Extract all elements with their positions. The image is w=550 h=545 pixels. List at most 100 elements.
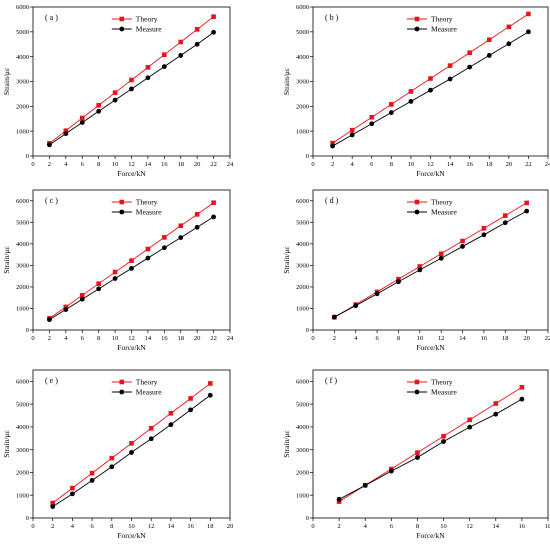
x-tick-label: 6 [81, 161, 85, 168]
y-tick-label: 3000 [16, 79, 29, 86]
theory-point [96, 103, 101, 108]
legend-marker [414, 379, 420, 385]
x-tick-label: 4 [354, 335, 358, 342]
measure-point [331, 314, 337, 320]
legend-marker [119, 16, 125, 22]
measure-point [79, 120, 85, 125]
x-tick-label: 2 [48, 335, 51, 342]
panel-label: ( b ) [325, 13, 339, 22]
theory-point [194, 212, 200, 217]
measure-point [109, 464, 115, 470]
theory-point [178, 39, 184, 45]
y-tick-label: 3000 [296, 447, 309, 454]
x-axis-label: Force/kN [416, 343, 445, 352]
y-tick-label: 3000 [296, 263, 309, 270]
y-tick-label: 3000 [16, 447, 29, 454]
legend-marker [119, 379, 125, 385]
plot-frame [312, 189, 549, 331]
measure-point [96, 286, 102, 292]
measure-point [211, 29, 216, 35]
theory-point [129, 258, 134, 263]
x-tick-label: 8 [97, 335, 100, 342]
measure-point [362, 483, 368, 488]
legend-label: Measure [136, 25, 162, 34]
x-tick-label: 24 [227, 161, 234, 168]
measure-point [467, 424, 473, 430]
measure-point [460, 244, 465, 249]
x-tick-label: 18 [545, 523, 550, 530]
theory-point [447, 63, 453, 68]
x-axis-label: Force/kN [416, 531, 445, 540]
y-tick-label: 4000 [296, 241, 309, 248]
x-tick-label: 24 [227, 335, 234, 342]
x-tick-label: 22 [210, 335, 217, 342]
measure-point [79, 296, 85, 302]
theory-point [148, 425, 154, 431]
legend-marker [119, 389, 125, 395]
theory-point [349, 127, 355, 133]
x-tick-label: 18 [486, 161, 493, 168]
theory-point [519, 385, 525, 390]
x-tick-label: 0 [311, 335, 314, 342]
theory-point [79, 293, 85, 298]
theory-point [178, 223, 184, 229]
theory-point [415, 450, 420, 455]
theory-point [417, 264, 423, 269]
y-tick-label: 0 [306, 515, 309, 522]
x-tick-label: 20 [506, 161, 513, 168]
legend-marker [414, 16, 420, 22]
theory-point [168, 410, 174, 416]
theory-point [428, 76, 433, 81]
y-tick-label: 0 [306, 153, 309, 160]
x-tick-label: 14 [145, 161, 152, 168]
theory-point [188, 396, 193, 401]
theory-point [194, 27, 200, 32]
measure-point [148, 436, 154, 442]
x-tick-label: 20 [227, 523, 234, 530]
x-tick-label: 22 [525, 161, 532, 168]
theory-point [109, 455, 115, 461]
theory-point [96, 281, 101, 286]
theory-point [526, 11, 531, 17]
series-line-theory [338, 386, 523, 502]
theory-point [369, 114, 375, 120]
x-tick-label: 0 [31, 335, 34, 342]
measure-point [519, 396, 525, 402]
theory-point [112, 90, 118, 95]
y-tick-label: 4000 [16, 424, 29, 431]
x-axis-label: Force/kN [117, 531, 146, 540]
legend-marker [119, 209, 125, 215]
y-tick-label: 6000 [296, 379, 309, 386]
measure-point [50, 504, 56, 510]
chart-panel-2: 0 2 4 6 8 10 12 14 16 18 20 22 240100020003000400050… [2, 189, 234, 352]
x-tick-label: 12 [427, 161, 434, 168]
x-tick-label: 6 [90, 523, 94, 530]
plot-frame [312, 369, 549, 519]
theory-point [330, 140, 335, 146]
x-tick-label: 4 [351, 161, 355, 168]
theory-point [211, 14, 216, 19]
x-tick-label: 18 [502, 335, 509, 342]
x-tick-label: 16 [161, 161, 168, 168]
measure-point [526, 29, 531, 35]
x-tick-label: 14 [447, 161, 454, 168]
theory-point [112, 269, 118, 275]
theory-point [129, 77, 134, 83]
measure-point [374, 291, 380, 297]
x-tick-label: 8 [110, 523, 113, 530]
y-tick-label: 3000 [296, 79, 309, 86]
x-tick-label: 12 [128, 161, 135, 168]
x-tick-label: 0 [311, 161, 314, 168]
panel-label: ( d ) [325, 196, 339, 205]
measure-point [178, 53, 184, 58]
measure-point [417, 267, 423, 273]
legend-marker [414, 389, 420, 395]
x-tick-label: 4 [364, 523, 368, 530]
chart-panel-4: 0 2 4 6 8 10 12 14 16 18 20 0 1000 2000 3000 4000 5000 60… [2, 369, 234, 540]
x-tick-label: 16 [187, 523, 194, 530]
legend-label: Theory [136, 198, 158, 207]
y-tick-label: 6000 [16, 4, 29, 11]
y-tick-label: 1000 [296, 128, 309, 135]
x-tick-label: 22 [545, 335, 550, 342]
y-tick-label: 1000 [16, 306, 29, 313]
